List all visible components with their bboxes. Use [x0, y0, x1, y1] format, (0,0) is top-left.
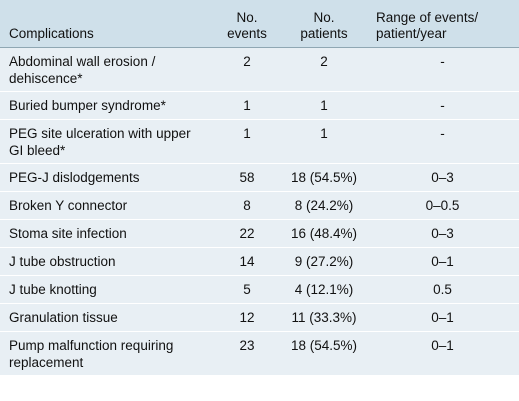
table-row: J tube obstruction 14 9 (27.2%) 0–1 [0, 247, 519, 275]
events-cell: 8 [243, 197, 251, 213]
range-cell: 0–1 [431, 309, 454, 325]
range-cell: - [440, 125, 445, 141]
table-body: Abdominal wall erosion / dehiscence* 2 2… [0, 47, 519, 375]
complication-cell: Abdominal wall erosion / dehiscence* [9, 53, 156, 86]
header-events: No. events [212, 0, 282, 48]
events-cell: 22 [239, 225, 255, 241]
table-row: PEG site ulceration with upper GI bleed*… [0, 119, 519, 163]
table-row: Buried bumper syndrome* 1 1 - [0, 91, 519, 119]
header-range: Range of events/ patient/year [366, 0, 519, 48]
patients-cell: 4 (12.1%) [294, 281, 354, 297]
complication-cell: Granulation tissue [9, 309, 118, 325]
header-patients: No. patients [282, 0, 366, 48]
table-row: Abdominal wall erosion / dehiscence* 2 2… [0, 47, 519, 91]
range-cell: 0–1 [431, 337, 454, 353]
events-cell: 12 [239, 309, 255, 325]
events-cell: 2 [243, 53, 251, 69]
events-cell: 1 [243, 125, 251, 141]
table-row: Pump malfunction requiring replacement 2… [0, 331, 519, 375]
complication-cell: PEG site ulceration with upper GI bleed* [9, 125, 191, 158]
events-cell: 14 [239, 253, 255, 269]
table-header: Complications No. events No. patients Ra… [0, 0, 519, 48]
patients-cell: 8 (24.2%) [294, 197, 354, 213]
patients-cell: 9 (27.2%) [294, 253, 354, 269]
complication-cell: J tube knotting [9, 281, 97, 297]
events-cell: 1 [243, 97, 251, 113]
patients-cell: 1 [320, 97, 328, 113]
complication-cell: Broken Y connector [9, 197, 128, 213]
complication-cell: J tube obstruction [9, 253, 116, 269]
range-cell: 0–0.5 [425, 197, 460, 213]
header-row: Complications No. events No. patients Ra… [0, 0, 519, 48]
range-cell: - [440, 97, 445, 113]
events-cell: 58 [239, 169, 255, 185]
complication-cell: Buried bumper syndrome* [9, 97, 166, 113]
complication-cell: Stoma site infection [9, 225, 127, 241]
header-complications: Complications [0, 0, 212, 48]
patients-cell: 11 (33.3%) [291, 309, 357, 325]
complication-cell: PEG-J dislodgements [9, 169, 140, 185]
patients-cell: 1 [320, 125, 328, 141]
range-cell: 0–3 [431, 169, 454, 185]
events-cell: 23 [239, 337, 255, 353]
range-cell: 0–3 [431, 225, 454, 241]
patients-cell: 18 (54.5%) [290, 169, 358, 185]
range-cell: 0.5 [433, 281, 452, 297]
complications-table: Complications No. events No. patients Ra… [0, 0, 519, 375]
table-row: Granulation tissue 12 11 (33.3%) 0–1 [0, 303, 519, 331]
range-cell: - [440, 53, 445, 69]
events-cell: 5 [243, 281, 251, 297]
table-row: PEG-J dislodgements 58 18 (54.5%) 0–3 [0, 163, 519, 191]
patients-cell: 18 (54.5%) [290, 337, 358, 353]
table-row: Broken Y connector 8 8 (24.2%) 0–0.5 [0, 191, 519, 219]
table-row: Stoma site infection 22 16 (48.4%) 0–3 [0, 219, 519, 247]
patients-cell: 16 (48.4%) [290, 225, 358, 241]
range-cell: 0–1 [431, 253, 454, 269]
complication-cell: Pump malfunction requiring replacement [9, 337, 174, 370]
patients-cell: 2 [320, 53, 328, 69]
table-row: J tube knotting 5 4 (12.1%) 0.5 [0, 275, 519, 303]
